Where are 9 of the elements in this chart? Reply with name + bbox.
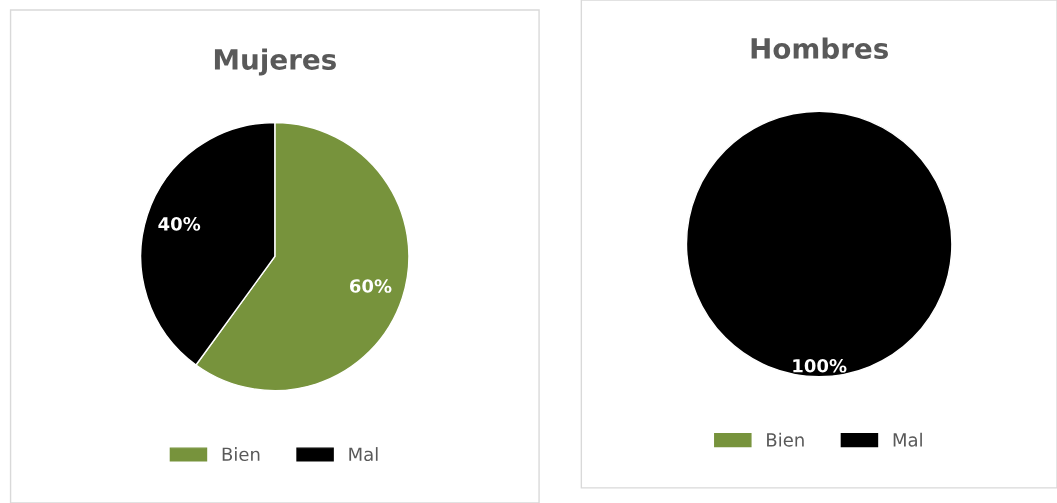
chart-title: Mujeres — [214, 48, 336, 76]
data-label: 100% — [793, 358, 847, 373]
legend-label: Mal — [349, 447, 378, 462]
chart-title: Hombres — [751, 37, 888, 60]
data-label: 60% — [349, 279, 392, 293]
data-label: 40% — [158, 217, 201, 231]
legend-label: Bien — [222, 447, 260, 462]
legend-label: Bien — [767, 432, 804, 447]
legend-label: Mal — [893, 432, 922, 447]
